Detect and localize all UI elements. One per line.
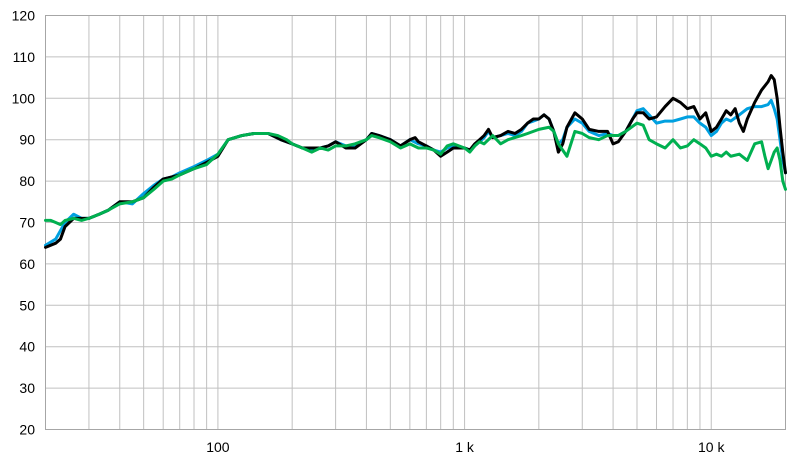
y-tick-label: 50	[19, 297, 35, 313]
y-tick-label: 80	[19, 173, 35, 189]
x-tick-label: 1 k	[455, 439, 475, 455]
x-tick-label: 10 k	[698, 439, 725, 455]
x-tick-label: 100	[206, 439, 230, 455]
y-axis-tick-labels: 20 30 40 50 60 70 80 90 100 110 120	[12, 8, 36, 438]
y-tick-label: 40	[19, 339, 35, 355]
y-tick-label: 30	[19, 380, 35, 396]
y-tick-label: 20	[19, 422, 35, 438]
grid	[45, 15, 786, 430]
series-line-3	[44, 121, 787, 227]
y-tick-label: 60	[19, 256, 35, 272]
x-axis-tick-labels: 100 1 k 10 k	[206, 439, 725, 455]
series-line-1	[44, 98, 787, 247]
y-tick-label: 70	[19, 215, 35, 231]
series-lines	[44, 74, 787, 249]
y-tick-label: 120	[12, 8, 36, 24]
y-tick-label: 110	[13, 49, 36, 65]
y-tick-label: 100	[12, 90, 36, 106]
series-line-2	[44, 74, 787, 249]
plot-frame	[45, 15, 786, 430]
y-tick-label: 90	[19, 132, 35, 148]
